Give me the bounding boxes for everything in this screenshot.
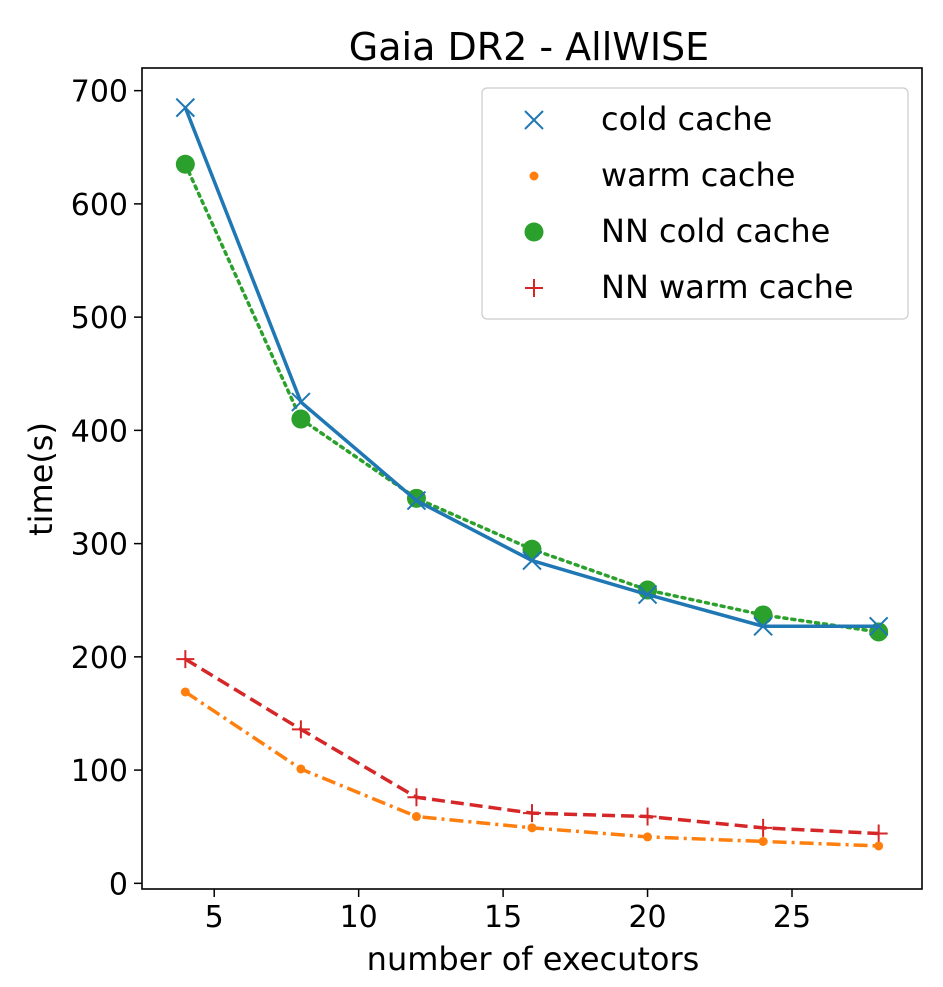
data-point-warm-cache: [643, 832, 653, 842]
data-point-warm-cache: [180, 687, 190, 697]
y-tick-label: 200: [71, 641, 128, 676]
series-line-warm-cache: [184, 690, 879, 848]
data-point-cold-cache: [291, 392, 311, 412]
plot-frame: [141, 67, 923, 890]
x-tick-label: 20: [628, 900, 666, 935]
x-tick-label: 15: [484, 900, 522, 935]
legend: cold cache warm cache NN cold cache NN warm…: [481, 87, 909, 320]
data-point-warm-cache: [296, 764, 306, 774]
data-point-nn-cold-cache: [291, 409, 311, 429]
plot-area: [141, 67, 923, 890]
data-point-warm-cache: [411, 812, 421, 822]
data-point-cold-cache: [406, 490, 427, 511]
data-point-nn-warm-cache: [869, 824, 888, 843]
y-tick-label: 300: [71, 528, 128, 563]
y-tick-label: 700: [71, 75, 128, 110]
data-point-cold-cache: [175, 97, 196, 118]
y-tick-label: 0: [109, 867, 128, 902]
legend-marker-nn-warm-cache: [525, 279, 543, 297]
data-point-nn-warm-cache: [407, 788, 426, 807]
data-point-warm-cache: [527, 823, 537, 833]
data-point-nn-warm-cache: [523, 804, 541, 823]
data-point-nn-warm-cache: [638, 807, 657, 826]
legend-marker-nn-cold-cache: [524, 222, 544, 242]
y-tick-label: 500: [71, 301, 128, 336]
data-point-nn-cold-cache: [753, 605, 773, 625]
data-point-cold-cache: [637, 584, 658, 605]
x-axis-label: number of executors: [367, 940, 700, 978]
data-point-cold-cache: [753, 616, 773, 636]
legend-label-nn-warm-cache: NN warm cache: [601, 268, 854, 306]
legend-label-cold-cache: cold cache: [601, 100, 772, 138]
data-point-nn-cold-cache: [175, 154, 195, 174]
data-point-cold-cache: [522, 550, 542, 571]
data-point-warm-cache: [874, 841, 884, 851]
y-tick-label: 400: [71, 414, 128, 449]
axis-ticks: 5 10 15 20 25 0 100 200 300 400 500 600 700: [71, 75, 811, 935]
y-axis-label: time(s): [22, 422, 60, 536]
legend-label-warm-cache: warm cache: [601, 156, 795, 194]
y-tick-label: 600: [71, 188, 128, 223]
x-tick-label: 5: [205, 900, 224, 935]
y-tick-label: 100: [71, 754, 128, 789]
legend-marker-warm-cache: [529, 171, 539, 181]
data-point-warm-cache: [758, 836, 768, 846]
legend-marker-cold-cache: [524, 110, 544, 130]
data-point-nn-warm-cache: [754, 818, 773, 837]
chart-title: Gaia DR2 - AllWISE: [349, 25, 709, 69]
data-point-cold-cache: [868, 616, 889, 636]
x-tick-label: 25: [773, 900, 811, 935]
data-point-nn-warm-cache: [176, 650, 195, 669]
legend-label-nn-cold-cache: NN cold cache: [601, 212, 830, 250]
x-tick-label: 10: [340, 900, 378, 935]
data-point-nn-cold-cache: [522, 539, 542, 559]
legend-box: [481, 87, 909, 320]
data-point-nn-warm-cache: [291, 720, 310, 739]
